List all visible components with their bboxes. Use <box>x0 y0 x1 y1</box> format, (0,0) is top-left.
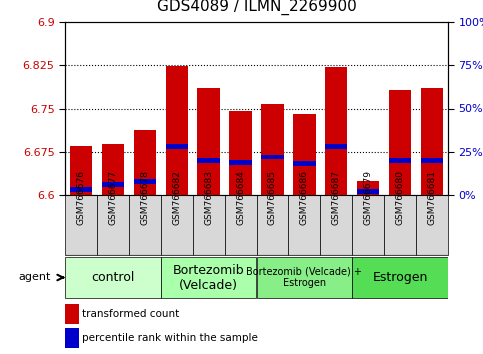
Bar <box>65 257 161 298</box>
Bar <box>421 88 443 195</box>
Text: GSM766678: GSM766678 <box>140 170 149 225</box>
Bar <box>357 181 379 195</box>
Bar <box>193 195 225 255</box>
Bar <box>129 195 161 255</box>
Bar <box>161 257 256 298</box>
Bar <box>389 158 412 163</box>
Bar <box>161 195 193 255</box>
Bar <box>225 195 256 255</box>
Bar <box>352 257 448 298</box>
Text: GSM766677: GSM766677 <box>108 170 117 225</box>
Text: Estrogen: Estrogen <box>372 271 428 284</box>
Bar <box>261 104 284 195</box>
Bar <box>389 90 412 195</box>
Bar <box>166 66 188 195</box>
Bar <box>134 179 156 184</box>
Text: GDS4089 / ILMN_2269900: GDS4089 / ILMN_2269900 <box>156 0 356 15</box>
Text: GSM766682: GSM766682 <box>172 170 181 225</box>
Bar <box>288 195 320 255</box>
Bar <box>102 144 124 195</box>
Bar <box>65 195 97 255</box>
Bar <box>166 144 188 149</box>
Bar <box>416 195 448 255</box>
Bar <box>325 67 347 195</box>
Text: GSM766681: GSM766681 <box>427 170 437 225</box>
Bar <box>421 158 443 163</box>
Text: GSM766680: GSM766680 <box>396 170 405 225</box>
Text: percentile rank within the sample: percentile rank within the sample <box>82 333 258 343</box>
Text: GSM766676: GSM766676 <box>76 170 85 225</box>
Text: GSM766684: GSM766684 <box>236 170 245 225</box>
Bar <box>102 182 124 187</box>
Bar <box>256 257 352 298</box>
Bar <box>134 130 156 195</box>
Bar <box>97 195 129 255</box>
Bar <box>256 195 288 255</box>
Bar <box>384 195 416 255</box>
Bar <box>320 195 352 255</box>
Text: GSM766683: GSM766683 <box>204 170 213 225</box>
Text: transformed count: transformed count <box>82 309 179 319</box>
Bar <box>229 112 252 195</box>
Text: Bortezomib
(Velcade): Bortezomib (Velcade) <box>173 263 244 291</box>
Text: GSM766685: GSM766685 <box>268 170 277 225</box>
Bar <box>352 195 384 255</box>
Text: control: control <box>91 271 135 284</box>
Text: GSM766687: GSM766687 <box>332 170 341 225</box>
Bar <box>198 158 220 163</box>
Text: GSM766686: GSM766686 <box>300 170 309 225</box>
Bar <box>293 161 315 166</box>
Bar <box>325 144 347 149</box>
Bar <box>229 160 252 165</box>
Bar <box>261 154 284 159</box>
Bar <box>65 329 79 348</box>
Text: agent: agent <box>19 273 51 282</box>
Bar <box>70 187 92 192</box>
Text: GSM766679: GSM766679 <box>364 170 373 225</box>
Bar <box>357 189 379 194</box>
Bar <box>198 88 220 195</box>
Bar <box>70 146 92 195</box>
Bar <box>293 114 315 195</box>
Text: Bortezomib (Velcade) +
Estrogen: Bortezomib (Velcade) + Estrogen <box>246 267 362 288</box>
Bar <box>65 304 79 324</box>
